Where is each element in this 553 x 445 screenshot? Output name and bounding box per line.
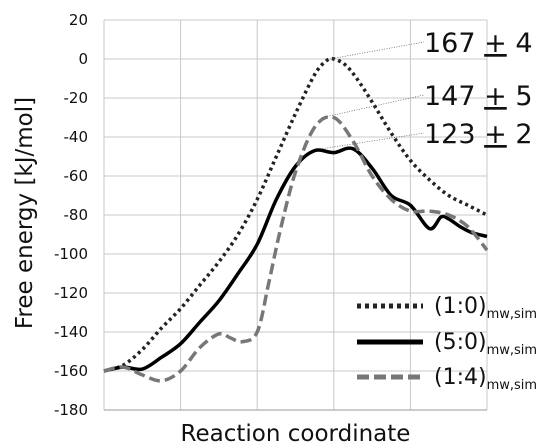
y-tick-label: -120	[54, 284, 88, 302]
legend-label: (1:4)mw,sim	[434, 365, 537, 393]
legend-label: (5:0)mw,sim	[434, 330, 537, 358]
x-axis-title: Reaction coordinate	[181, 421, 411, 445]
legend-label: (1:0)mw,sim	[434, 294, 537, 322]
peak-annotation: 123 + 2	[424, 119, 533, 150]
y-tick-label: -40	[64, 128, 89, 146]
series-line-dotted	[103, 56, 488, 373]
grid	[103, 19, 488, 411]
y-tick-label: -160	[54, 362, 88, 380]
y-tick-label: -60	[64, 167, 89, 185]
annotation-leader	[322, 132, 425, 150]
y-tick-label: -180	[54, 401, 88, 419]
y-axis-title: Free energy [kJ/mol]	[12, 97, 38, 329]
plus-minus-sign: +	[484, 81, 507, 112]
y-tick-label: -100	[54, 245, 88, 263]
series-line-dashed	[103, 115, 489, 383]
peak-annotation: 147 + 5	[424, 81, 533, 112]
y-tick-labels: 20 0 -20 -40 -60 -80 -100 -120 -140 -160 -180	[54, 11, 88, 419]
plus-minus-sign: +	[484, 119, 507, 150]
peak-annotations: 167 + 4 147 + 5 123 + 2	[322, 28, 533, 150]
legend: (1:0)mw,sim (5:0)mw,sim (1:4)mw,sim	[357, 294, 537, 393]
series-line-solid	[103, 146, 488, 373]
y-tick-label: -20	[64, 89, 89, 107]
y-tick-label: 20	[69, 11, 88, 29]
plus-minus-sign: +	[484, 28, 507, 59]
y-tick-label: -80	[64, 206, 89, 224]
series-lines	[103, 56, 489, 383]
y-tick-label: -140	[54, 323, 88, 341]
y-tick-label: 0	[78, 50, 88, 68]
peak-annotation: 167 + 4	[424, 28, 533, 59]
annotation-leader	[329, 41, 425, 60]
